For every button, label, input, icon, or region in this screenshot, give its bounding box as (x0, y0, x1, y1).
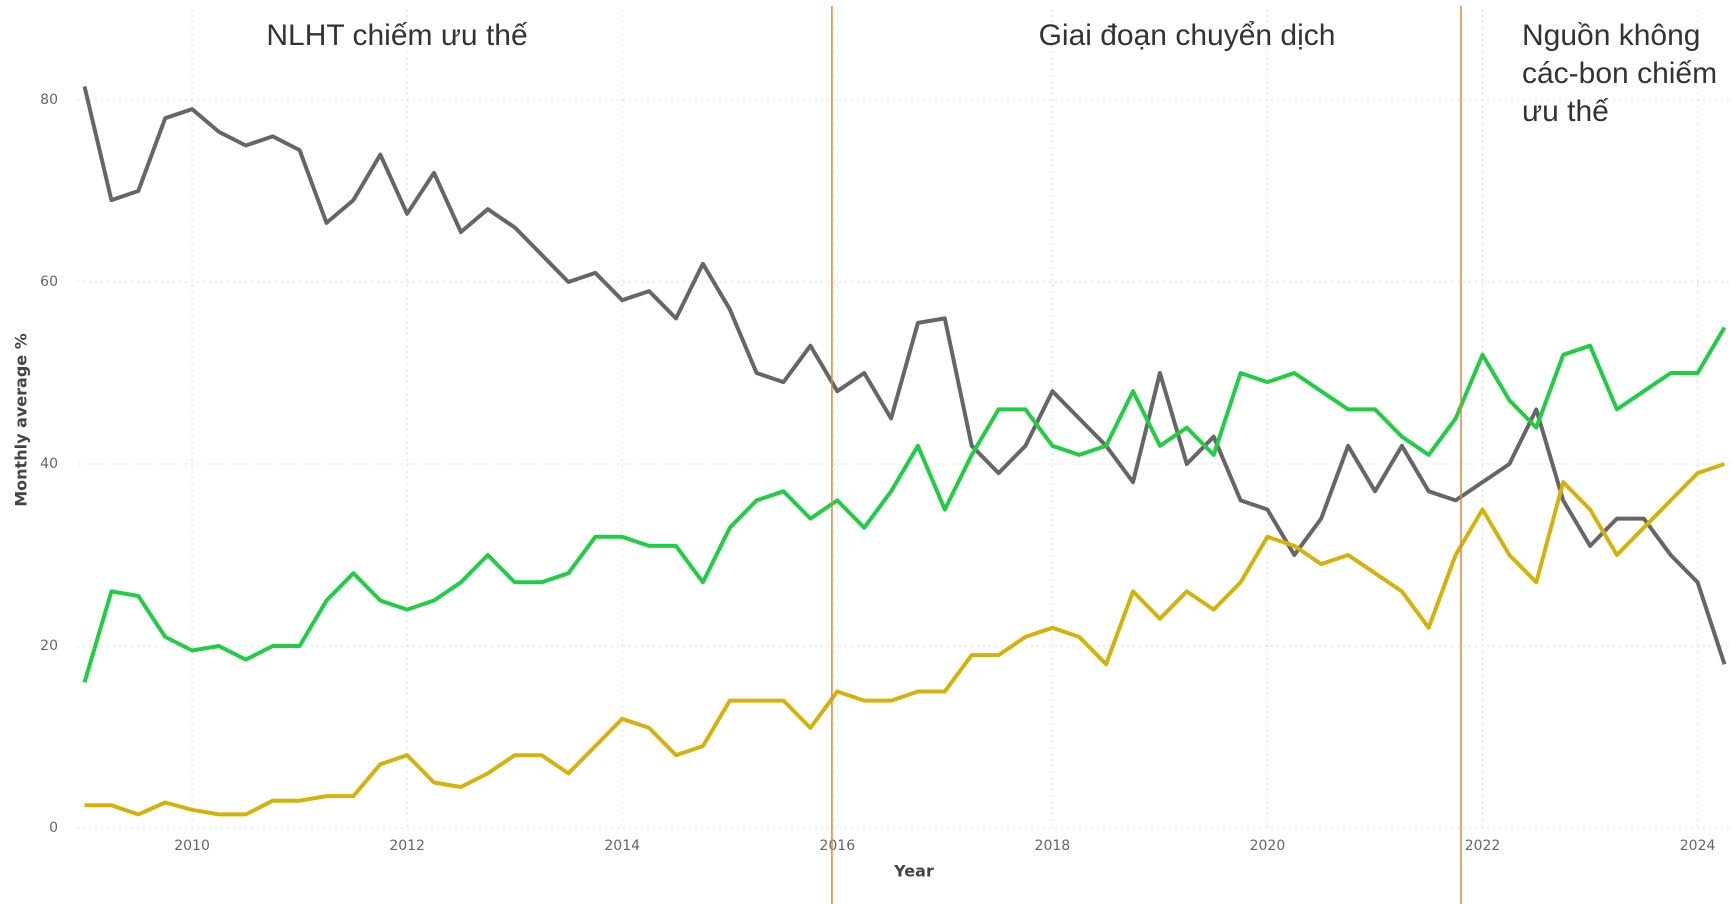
x-tick-label: 2016 (819, 838, 855, 854)
y-tick-label: 20 (40, 638, 58, 654)
x-tick-label: 2020 (1250, 838, 1286, 854)
y-axis-label: Monthly average % (12, 333, 31, 507)
phase-annotation: các-bon chiếm (1522, 57, 1717, 90)
x-tick-label: 2018 (1035, 838, 1071, 854)
phase-annotation: ưu thế (1522, 95, 1609, 128)
x-tick-label: 2010 (174, 838, 210, 854)
y-tick-label: 80 (40, 92, 58, 108)
phase-annotation: Nguồn không (1522, 19, 1700, 52)
x-tick-label: 2022 (1465, 838, 1501, 854)
x-tick-label: 2014 (604, 838, 640, 854)
series-line (82, 326, 1727, 683)
y-tick-label: 0 (49, 820, 58, 836)
x-tick-label: 2012 (389, 838, 425, 854)
y-tick-label: 60 (40, 274, 58, 290)
x-axis-label: Year (893, 862, 934, 881)
series-line (82, 85, 1727, 665)
y-tick-label: 40 (40, 456, 58, 472)
phase-annotation: NLHT chiếm ưu thế (266, 19, 528, 52)
x-tick-label: 2024 (1680, 838, 1716, 854)
phase-annotation: Giai đoạn chuyển dịch (1039, 19, 1336, 52)
series-line (84, 462, 1726, 817)
